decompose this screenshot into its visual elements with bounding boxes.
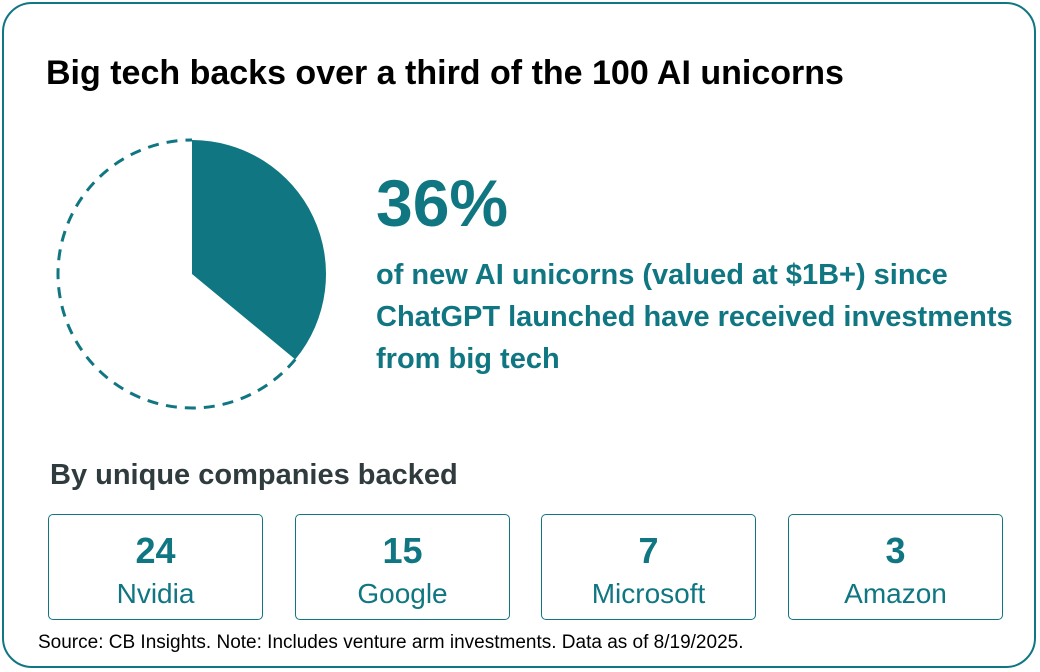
- stat-value: 7: [638, 530, 659, 571]
- headline-percent: 36%: [376, 166, 509, 240]
- stat-box-amazon: 3 Amazon: [788, 514, 1003, 620]
- stat-value: 24: [135, 530, 176, 571]
- pie-slice-2: [56, 138, 297, 410]
- stat-value: 15: [382, 530, 423, 571]
- stat-label: Amazon: [844, 578, 947, 609]
- stat-box-google: 15 Google: [295, 514, 510, 620]
- stat-label: Microsoft: [591, 578, 706, 609]
- stat-box-nvidia: 24 Nvidia: [48, 514, 263, 620]
- section-subheading: By unique companies backed: [50, 459, 458, 491]
- stat-label: Google: [357, 578, 448, 609]
- pie-slice-1: [192, 140, 326, 360]
- headline-description: of new AI unicorns (valued at $1B+) sinc…: [376, 259, 1013, 375]
- pie-chart: [56, 138, 326, 410]
- source-note: Source: CB Insights. Note: Includes vent…: [38, 632, 744, 653]
- stat-box-microsoft: 7 Microsoft: [541, 514, 756, 620]
- stat-value: 3: [885, 530, 906, 571]
- chart-title: Big tech backs over a third of the 100 A…: [46, 54, 844, 92]
- stat-label: Nvidia: [116, 578, 195, 609]
